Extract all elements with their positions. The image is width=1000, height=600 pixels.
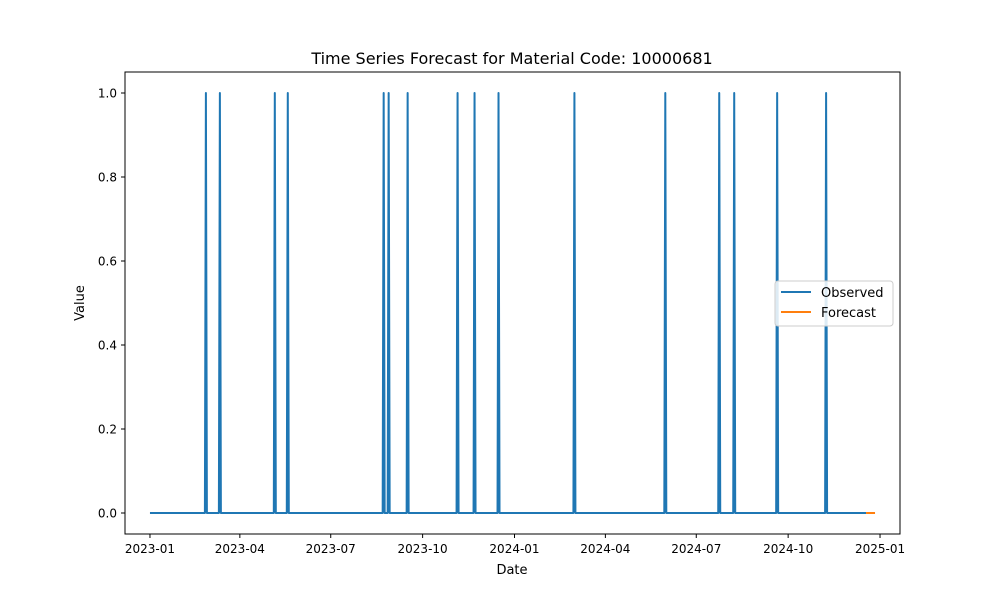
legend-label-observed: Observed: [821, 286, 884, 301]
x-axis-label: Date: [496, 563, 527, 578]
plot-lines: [149, 92, 876, 514]
plot-frame: [124, 71, 901, 535]
chart-title: Time Series Forecast for Material Code: …: [310, 49, 712, 68]
x-tick-label: 2024-04: [580, 542, 630, 556]
legend: Observed Forecast: [774, 280, 894, 327]
series-line-observed: [149, 92, 867, 514]
y-tick-label: 0.0: [98, 507, 117, 521]
y-tick-label: 0.2: [98, 423, 117, 437]
x-tick-label: 2024-01: [489, 542, 539, 556]
x-tick-label: 2023-04: [215, 542, 265, 556]
legend-label-forecast: Forecast: [821, 306, 876, 321]
y-axis-label: Value: [73, 285, 88, 321]
x-tick-label: 2023-07: [306, 542, 356, 556]
y-tick-label: 0.8: [98, 171, 117, 185]
y-tick-label: 0.4: [98, 339, 117, 353]
x-axis: 2023-01 2023-04 2023-07 2023-10 2024-01 2024-…: [125, 534, 905, 556]
x-tick-label: 2024-10: [763, 542, 813, 556]
x-tick-label: 2023-01: [125, 542, 175, 556]
x-tick-label: 2024-07: [671, 542, 721, 556]
y-tick-label: 1.0: [98, 87, 117, 101]
x-tick-label: 2023-10: [398, 542, 448, 556]
y-axis: 0.0 0.2 0.4 0.6 0.8 1.0: [98, 87, 125, 521]
x-tick-label: 2025-01: [855, 542, 905, 556]
y-tick-label: 0.6: [98, 255, 117, 269]
